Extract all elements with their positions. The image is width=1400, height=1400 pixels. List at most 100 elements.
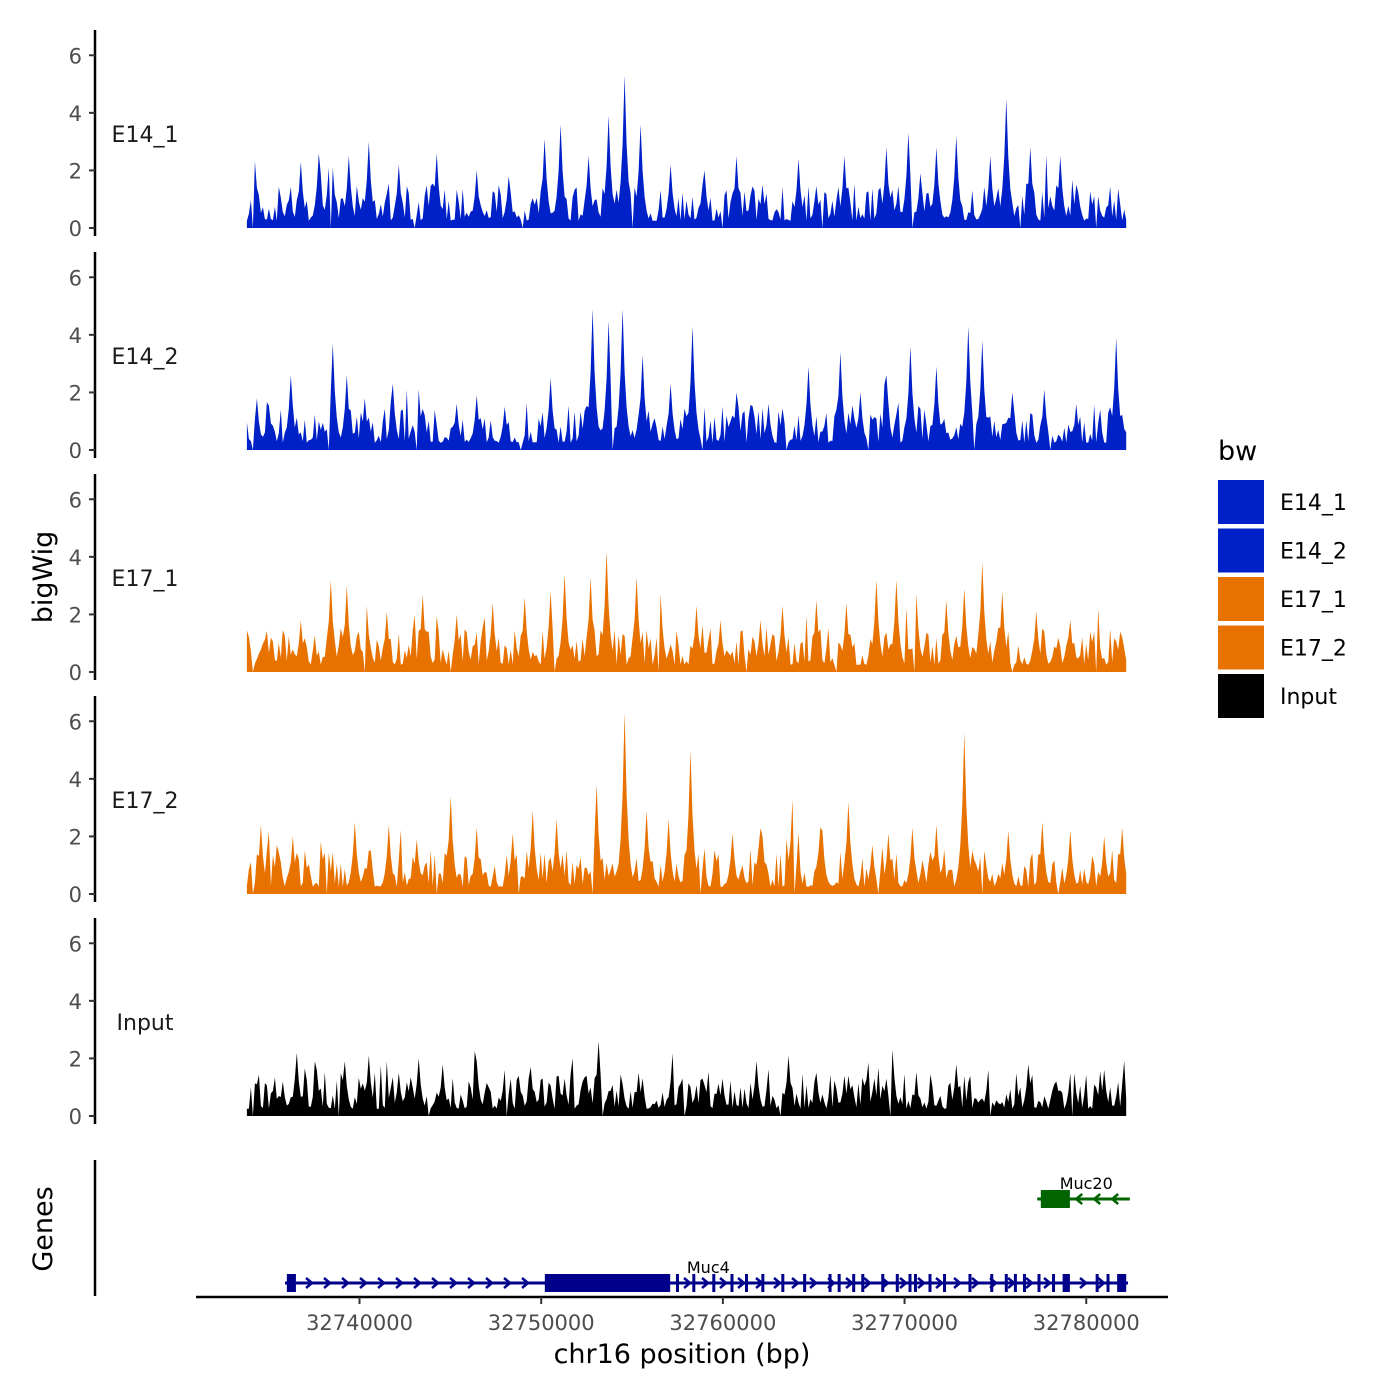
exon-mark (744, 1274, 748, 1292)
strand-chevron (791, 1277, 800, 1289)
strand-chevron (395, 1277, 404, 1289)
x-tick-label: 32760000 (669, 1311, 776, 1335)
exon-mark (895, 1274, 899, 1292)
strand-chevron (431, 1277, 440, 1289)
genes-track: Muc4 Muc20 (93, 1160, 1130, 1296)
strand-chevron (485, 1277, 494, 1289)
exon-block (1062, 1274, 1070, 1292)
strand-chevron (737, 1277, 746, 1289)
exon-mark (803, 1274, 807, 1292)
track-E14_1: 0 2 4 6 E14_1 (69, 30, 1127, 241)
gene-label: Muc4 (687, 1258, 730, 1277)
exon-block (544, 1274, 671, 1292)
exon-mark (828, 1274, 832, 1292)
y-tick-label: 2 (69, 159, 82, 183)
y-tick-label: 0 (69, 661, 82, 685)
strand-chevron (503, 1277, 512, 1289)
strand-chevron (449, 1277, 458, 1289)
y-axis-title: bigWig (28, 531, 59, 624)
x-axis-title: chr16 position (bp) (554, 1339, 811, 1370)
y-tick-label: 4 (69, 102, 82, 126)
exon-mark (861, 1274, 865, 1292)
strand-chevron (1025, 1277, 1034, 1289)
strand-chevron (935, 1277, 944, 1289)
legend-swatch-Input (1218, 674, 1264, 718)
y-tick-label: 2 (69, 381, 82, 405)
strand-chevron (305, 1277, 314, 1289)
strand-chevron (845, 1277, 854, 1289)
track-Input: 0 2 4 6 Input (69, 918, 1127, 1129)
signal-area-E14_2 (246, 308, 1127, 450)
exon-mark (1052, 1274, 1056, 1292)
x-tick-label: 32750000 (488, 1311, 595, 1335)
strand-chevron (899, 1277, 908, 1289)
strand-chevron (521, 1277, 530, 1289)
exon-mark (1004, 1274, 1008, 1292)
genes-axis-title: Genes (28, 1186, 59, 1271)
exon-mark (1013, 1274, 1017, 1292)
strand-chevron (377, 1277, 386, 1289)
strand-chevron (323, 1277, 332, 1289)
x-axis: 32740000 32750000 32760000 32770000 32780000 (196, 1295, 1168, 1335)
exon-mark (1095, 1274, 1099, 1292)
y-tick-label: 6 (69, 932, 82, 956)
track-E17_1: 0 2 4 6 E17_1 (69, 474, 1127, 685)
y-tick-label: 0 (69, 439, 82, 463)
strand-chevron (917, 1277, 926, 1289)
strand-chevron (1092, 1193, 1101, 1205)
exon-mark (837, 1274, 841, 1292)
exon-mark (781, 1274, 785, 1292)
y-tick-label: 4 (69, 768, 82, 792)
strand-chevron (359, 1277, 368, 1289)
bigwig-tracks: 0 2 4 6 E14_1 0 2 4 6 E14_2 0 2 4 6 E17_1 0 2 4 6 E17_2 0 2 4 6… (69, 30, 1127, 1129)
track-label: E17_1 (112, 567, 179, 592)
y-tick-label: 4 (69, 990, 82, 1014)
gene-Muc20: Muc20 (1037, 1174, 1130, 1208)
track-label: Input (117, 1011, 174, 1036)
legend-label-E14_1: E14_1 (1280, 491, 1347, 516)
strand-chevron (1110, 1193, 1119, 1205)
legend-label-E17_2: E17_2 (1280, 637, 1347, 662)
track-label: E17_2 (112, 789, 179, 814)
legend-label-E14_2: E14_2 (1280, 540, 1347, 565)
legend: bw E14_1 E14_2 E17_1 E17_2 Input (1218, 436, 1347, 718)
track-E17_2: 0 2 4 6 E17_2 (69, 696, 1127, 907)
y-tick-label: 2 (69, 603, 82, 627)
strand-chevron (1074, 1193, 1083, 1205)
y-tick-label: 6 (69, 266, 82, 290)
strand-chevron (1097, 1277, 1106, 1289)
signal-area-E14_1 (246, 75, 1127, 229)
strand-chevron (1079, 1277, 1088, 1289)
y-tick-label: 6 (69, 488, 82, 512)
strand-chevron (773, 1277, 782, 1289)
y-tick-label: 4 (69, 324, 82, 348)
y-tick-label: 0 (69, 217, 82, 241)
x-tick-label: 32770000 (851, 1311, 958, 1335)
legend-swatch-E14_1 (1218, 480, 1264, 524)
exon-mark (692, 1274, 696, 1292)
exon-mark (913, 1274, 917, 1292)
exon-mark (1106, 1274, 1110, 1292)
strand-chevron (467, 1277, 476, 1289)
strand-chevron (413, 1277, 422, 1289)
strand-chevron (863, 1277, 872, 1289)
signal-area-E17_2 (246, 712, 1127, 894)
y-tick-label: 0 (69, 883, 82, 907)
strand-chevron (971, 1277, 980, 1289)
x-tick-label: 32780000 (1033, 1311, 1140, 1335)
track-label: E14_1 (112, 123, 179, 148)
strand-chevron (809, 1277, 818, 1289)
y-tick-label: 2 (69, 1047, 82, 1071)
strand-chevron (1043, 1277, 1052, 1289)
strand-chevron (341, 1277, 350, 1289)
exon-mark (852, 1274, 856, 1292)
legend-swatch-E14_2 (1218, 528, 1264, 573)
track-label: E14_2 (112, 345, 179, 370)
exon-mark (712, 1274, 716, 1292)
strand-chevron (719, 1277, 728, 1289)
exon-mark (1037, 1274, 1041, 1292)
legend-label-E17_1: E17_1 (1280, 588, 1347, 613)
exon-mark (881, 1274, 885, 1292)
signal-area-E17_1 (246, 551, 1127, 672)
